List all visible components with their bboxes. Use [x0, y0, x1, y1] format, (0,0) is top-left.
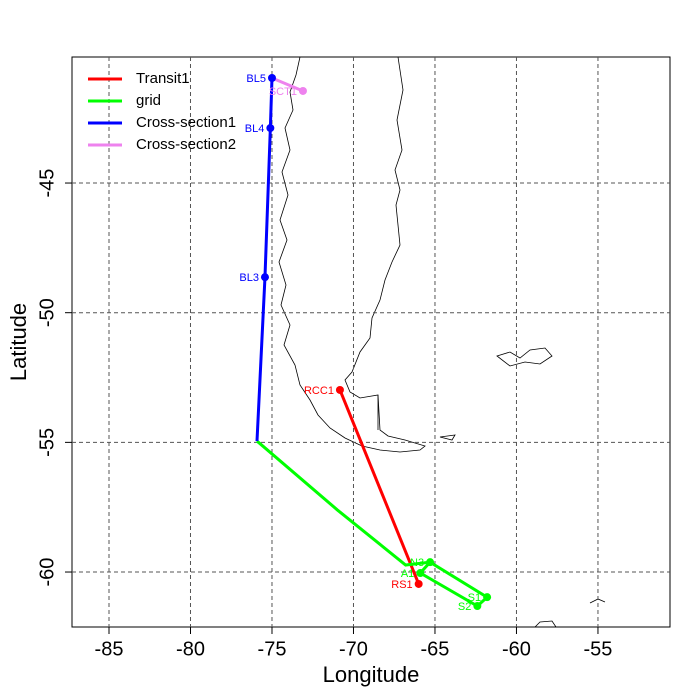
station-point	[414, 579, 423, 588]
x-axis-label: Longitude	[323, 662, 420, 687]
y-tick-label: -60	[36, 558, 58, 587]
station-label: SCT1	[269, 86, 297, 98]
station-label: BL4	[245, 123, 265, 135]
island	[439, 434, 456, 441]
station-label: RS1	[391, 579, 412, 591]
station-label: N3	[410, 557, 424, 569]
antarctic-coast	[534, 620, 557, 628]
y-tick-label: -55	[36, 428, 58, 457]
station-point	[260, 273, 269, 282]
track-line	[271, 76, 304, 93]
x-tick-label: -80	[176, 638, 205, 660]
x-tick-label: -70	[339, 638, 368, 660]
x-tick-label: -55	[584, 638, 613, 660]
station-point	[483, 593, 492, 602]
station-point	[426, 558, 435, 567]
coastline	[278, 56, 606, 628]
track-line	[255, 77, 274, 442]
station-point	[335, 385, 344, 394]
track-line	[256, 439, 490, 608]
station-point	[416, 569, 425, 578]
legend-label: Transit1	[136, 70, 190, 87]
station-point	[266, 124, 275, 133]
x-tick-label: -75	[258, 638, 287, 660]
track-line	[338, 389, 421, 585]
y-axis-label: Latitude	[6, 303, 31, 381]
x-tick-label: -60	[502, 638, 531, 660]
x-tick-label: -65	[421, 638, 450, 660]
station-point	[473, 601, 482, 610]
falkland-islands	[496, 347, 553, 367]
y-tick-label: -50	[36, 298, 58, 327]
station-point	[267, 74, 276, 83]
legend: Transit1 grid Cross-section1 Cross-section2	[88, 70, 236, 153]
south-america-coast	[278, 56, 426, 453]
station-label: BL5	[246, 73, 266, 85]
y-tick-label: -45	[36, 169, 58, 198]
station-label: RCC1	[304, 385, 334, 397]
legend-label: Cross-section2	[136, 136, 236, 153]
x-tick-label: -85	[95, 638, 124, 660]
legend-label: Cross-section1	[136, 114, 236, 131]
station-point	[298, 86, 307, 95]
plot-frame	[71, 56, 671, 628]
station-label: S1	[468, 592, 481, 604]
legend-label: grid	[136, 92, 161, 109]
station-label: A1	[401, 568, 414, 580]
station-label: BL3	[239, 272, 259, 284]
station-label: S2	[458, 601, 471, 613]
